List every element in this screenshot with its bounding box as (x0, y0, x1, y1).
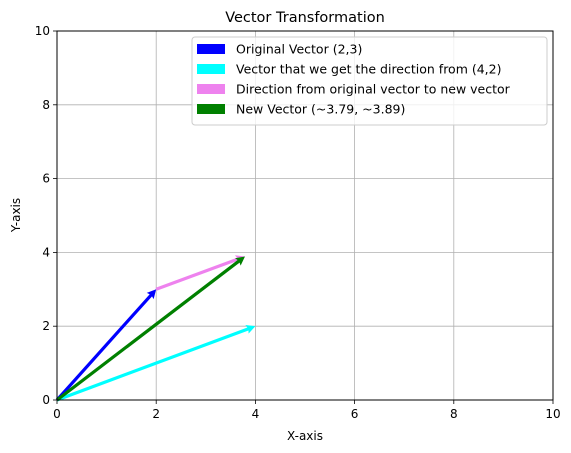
legend-swatch-1 (197, 44, 225, 54)
legend-swatch-3 (197, 84, 225, 94)
legend-swatch-2 (197, 64, 225, 74)
axis-ticks: 0 2 4 6 8 10 0 2 4 6 8 10 (35, 24, 561, 421)
x-tick-label: 4 (252, 407, 260, 421)
vector-arrow-4 (56, 256, 245, 402)
y-tick-label: 6 (42, 172, 50, 186)
x-tick-label: 0 (53, 407, 61, 421)
vector-arrow-2 (56, 325, 256, 402)
y-tick-label: 8 (42, 98, 50, 112)
legend-label-1: Original Vector (2,3) (236, 42, 362, 57)
vector-arrow-3 (155, 255, 245, 291)
x-axis-label: X-axis (287, 429, 323, 443)
x-tick-label: 8 (450, 407, 458, 421)
legend: Original Vector (2,3) Vector that we get … (191, 36, 548, 126)
x-tick-label: 6 (351, 407, 359, 421)
y-tick-label: 4 (42, 245, 50, 259)
legend-label-2: Vector that we get the direction from (4… (236, 62, 502, 77)
plot-frame (56, 30, 554, 401)
legend-label-4: New Vector (~3.79, ~3.89) (236, 102, 405, 117)
legend-swatch-4 (197, 104, 225, 114)
y-tick-label: 10 (35, 24, 50, 38)
y-tick-label: 2 (42, 319, 50, 333)
y-axis-label: Y-axis (9, 198, 23, 233)
x-tick-label: 10 (545, 407, 560, 421)
legend-box (191, 36, 548, 126)
legend-label-3: Direction from original vector to new ve… (236, 82, 511, 97)
chart-title: Vector Transformation (225, 10, 385, 26)
vector-arrow-1 (55, 289, 157, 402)
y-tick-label: 0 (42, 393, 50, 407)
x-tick-label: 2 (152, 407, 160, 421)
vector-arrows (55, 255, 256, 402)
